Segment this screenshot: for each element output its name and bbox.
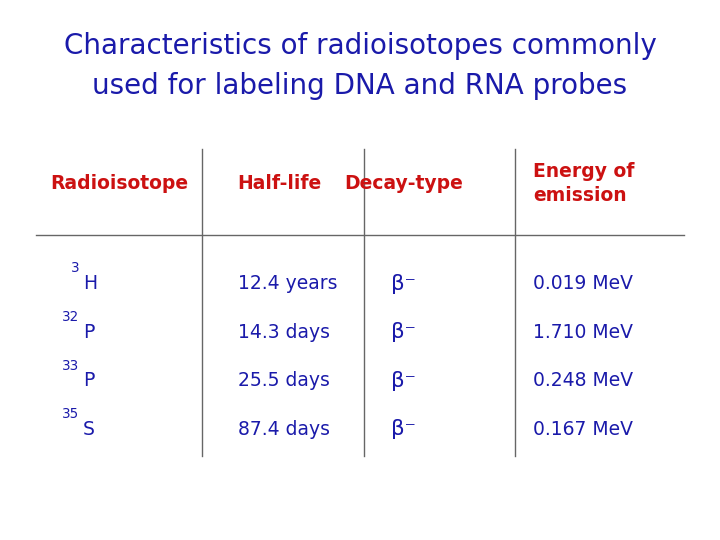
Text: used for labeling DNA and RNA probes: used for labeling DNA and RNA probes bbox=[92, 72, 628, 100]
Text: β⁻: β⁻ bbox=[391, 370, 415, 391]
Text: 0.019 MeV: 0.019 MeV bbox=[533, 274, 633, 293]
Text: 1.710 MeV: 1.710 MeV bbox=[533, 322, 633, 342]
Text: Energy of
emission: Energy of emission bbox=[533, 163, 634, 205]
Text: Characteristics of radioisotopes commonly: Characteristics of radioisotopes commonl… bbox=[63, 32, 657, 60]
Text: 12.4 years: 12.4 years bbox=[238, 274, 337, 293]
Text: 0.248 MeV: 0.248 MeV bbox=[533, 371, 633, 390]
Text: H: H bbox=[83, 274, 97, 293]
Text: 0.167 MeV: 0.167 MeV bbox=[533, 420, 633, 439]
Text: 14.3 days: 14.3 days bbox=[238, 322, 330, 342]
Text: Radioisotope: Radioisotope bbox=[50, 174, 189, 193]
Text: P: P bbox=[83, 322, 94, 342]
Text: 3: 3 bbox=[71, 261, 79, 275]
Text: P: P bbox=[83, 371, 94, 390]
Text: S: S bbox=[83, 420, 94, 439]
Text: 32: 32 bbox=[62, 310, 79, 324]
Text: β⁻: β⁻ bbox=[391, 273, 415, 294]
Text: 33: 33 bbox=[62, 359, 79, 373]
Text: 35: 35 bbox=[62, 407, 79, 421]
Text: Half-life: Half-life bbox=[238, 174, 322, 193]
Text: β⁻: β⁻ bbox=[391, 322, 415, 342]
Text: β⁻: β⁻ bbox=[391, 419, 415, 440]
Text: 87.4 days: 87.4 days bbox=[238, 420, 330, 439]
Text: Decay-type: Decay-type bbox=[343, 174, 463, 193]
Text: 25.5 days: 25.5 days bbox=[238, 371, 330, 390]
